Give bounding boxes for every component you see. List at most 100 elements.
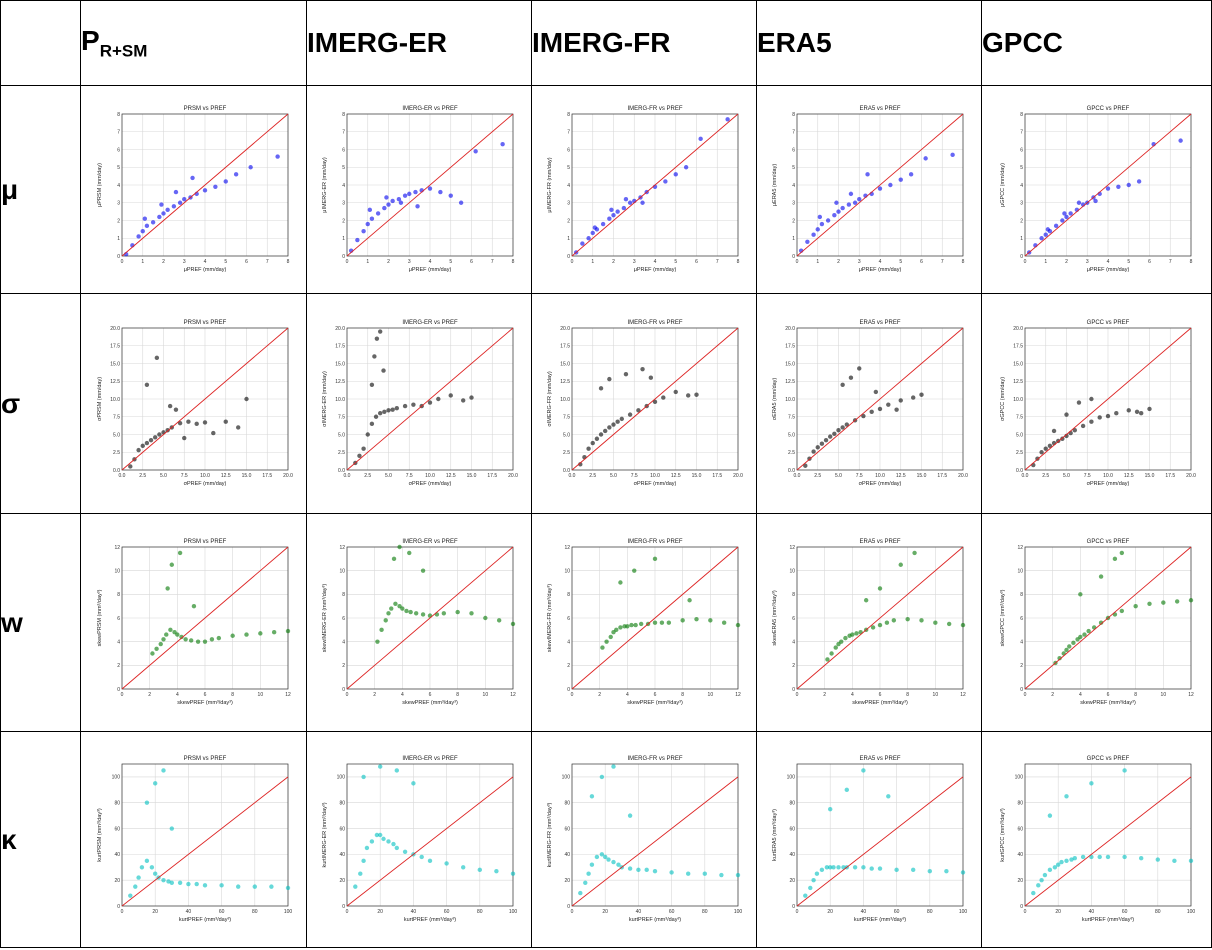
data-point [1067, 210, 1073, 216]
data-point [152, 871, 157, 876]
plot-cell: ERA5 vs PREF 0 1 2 3 4 5 6 7 8 0 1 2 3 4 5 6 7 8 μPREF (mm/… [756, 85, 982, 294]
x-tick-label: 20 [152, 909, 158, 915]
data-point [861, 864, 866, 869]
x-tick-label: 20 [602, 909, 608, 915]
data-point [828, 864, 833, 869]
x-tick-label: 5.0 [1063, 473, 1070, 479]
data-point [615, 208, 620, 214]
chart-title: IMERG-ER vs PREF [402, 320, 458, 326]
y-tick-label: 5.0 [338, 432, 345, 438]
y-tick-label: 15.0 [785, 361, 795, 367]
data-point [393, 601, 398, 606]
y-axis-label: σIMERG-FR (mm/day) [547, 371, 553, 427]
data-point [614, 627, 619, 632]
data-point [1066, 643, 1071, 649]
x-tick-label: 20.0 [283, 473, 293, 479]
y-tick-label: 1 [1020, 236, 1023, 242]
y-tick-label: 12.5 [785, 379, 795, 385]
y-tick-label: 2 [342, 663, 345, 669]
x-tick-label: 0 [1023, 259, 1026, 265]
y-tick-label: 8 [342, 592, 345, 598]
data-point [394, 405, 399, 410]
y-tick-label: 12.5 [110, 379, 120, 385]
data-point [589, 861, 595, 867]
x-tick-label: 4 [175, 692, 178, 698]
data-point [611, 212, 616, 217]
x-tick-label: 0 [1023, 909, 1026, 915]
x-tick-label: 12.5 [671, 473, 681, 479]
plot-frame [796, 113, 964, 256]
y-tick-label: 100 [1014, 774, 1023, 780]
y-tick-label: 20.0 [785, 325, 795, 331]
x-tick-label: 3 [1085, 259, 1088, 265]
x-tick-label: 6 [470, 259, 473, 265]
x-axis-label: σPREF (mm/day) [409, 481, 452, 487]
data-point [379, 627, 384, 632]
data-point [173, 189, 178, 194]
y-tick-label: 3 [792, 200, 795, 206]
data-point [438, 189, 443, 194]
data-point [202, 882, 207, 888]
data-point [496, 617, 502, 623]
data-point [877, 622, 883, 627]
data-point [819, 221, 825, 226]
y-tick-label: 4 [567, 182, 570, 188]
data-point [832, 212, 837, 217]
data-point [923, 155, 928, 161]
y-axis-label: skewIMERG-ER (mm³/day³) [322, 583, 328, 652]
data-point [1136, 178, 1141, 184]
data-point [803, 463, 808, 468]
data-point [600, 644, 605, 650]
plot-cell: ERA5 vs PREF 0 20 40 60 80 100 0 20 40 60 80 100 kurt… [756, 731, 982, 948]
data-point [369, 382, 375, 387]
data-point [919, 392, 924, 397]
row-skew: w PRSM vs PREF 0 2 4 6 8 10 12 0 2 4 6 8 10 12 skewPREF… [0, 513, 1212, 732]
data-point [420, 611, 426, 617]
data-point [735, 622, 741, 627]
data-point [164, 207, 170, 212]
y-tick-label: 7 [342, 129, 345, 135]
y-tick-label: 4 [1020, 182, 1023, 188]
data-point [886, 793, 891, 798]
y-tick-label: 4 [567, 639, 570, 645]
data-point [396, 196, 402, 201]
y-tick-label: 5.0 [563, 432, 570, 438]
data-point [817, 214, 823, 219]
data-point [669, 869, 674, 875]
x-tick-label: 10 [257, 692, 263, 698]
data-point [1061, 210, 1067, 216]
data-point [833, 644, 838, 650]
data-point [886, 401, 891, 407]
x-tick-label: 4 [654, 259, 657, 265]
data-point [365, 221, 370, 226]
data-point [1097, 854, 1102, 859]
y-tick-label: 0 [567, 686, 570, 692]
data-point [686, 871, 691, 876]
reference-line [346, 113, 514, 256]
x-axis-label: skewPREF (mm³/day³) [1080, 700, 1136, 706]
y-tick-label: 2 [117, 663, 120, 669]
x-tick-label: 0.0 [118, 473, 125, 479]
data-point [819, 867, 825, 872]
data-point [358, 871, 363, 876]
y-tick-label: 15.0 [110, 361, 120, 367]
data-point [819, 441, 825, 446]
data-point [659, 620, 665, 625]
data-point [144, 800, 149, 805]
chart-title: IMERG-FR vs PREF [628, 539, 683, 545]
data-point [357, 453, 362, 458]
x-axis-label: kurtPREF (mm³/day³) [854, 917, 906, 923]
data-point [828, 433, 833, 439]
y-tick-label: 40 [114, 852, 120, 858]
y-tick-label: 60 [1017, 826, 1023, 832]
data-point [854, 630, 859, 636]
data-point [382, 409, 387, 414]
data-point [1126, 182, 1131, 187]
x-tick-label: 0 [120, 909, 123, 915]
data-point [898, 176, 903, 182]
data-point [160, 877, 166, 882]
y-tick-label: 8 [792, 592, 795, 598]
y-tick-label: 6 [567, 147, 570, 153]
data-point [580, 240, 585, 246]
data-point [870, 624, 876, 630]
